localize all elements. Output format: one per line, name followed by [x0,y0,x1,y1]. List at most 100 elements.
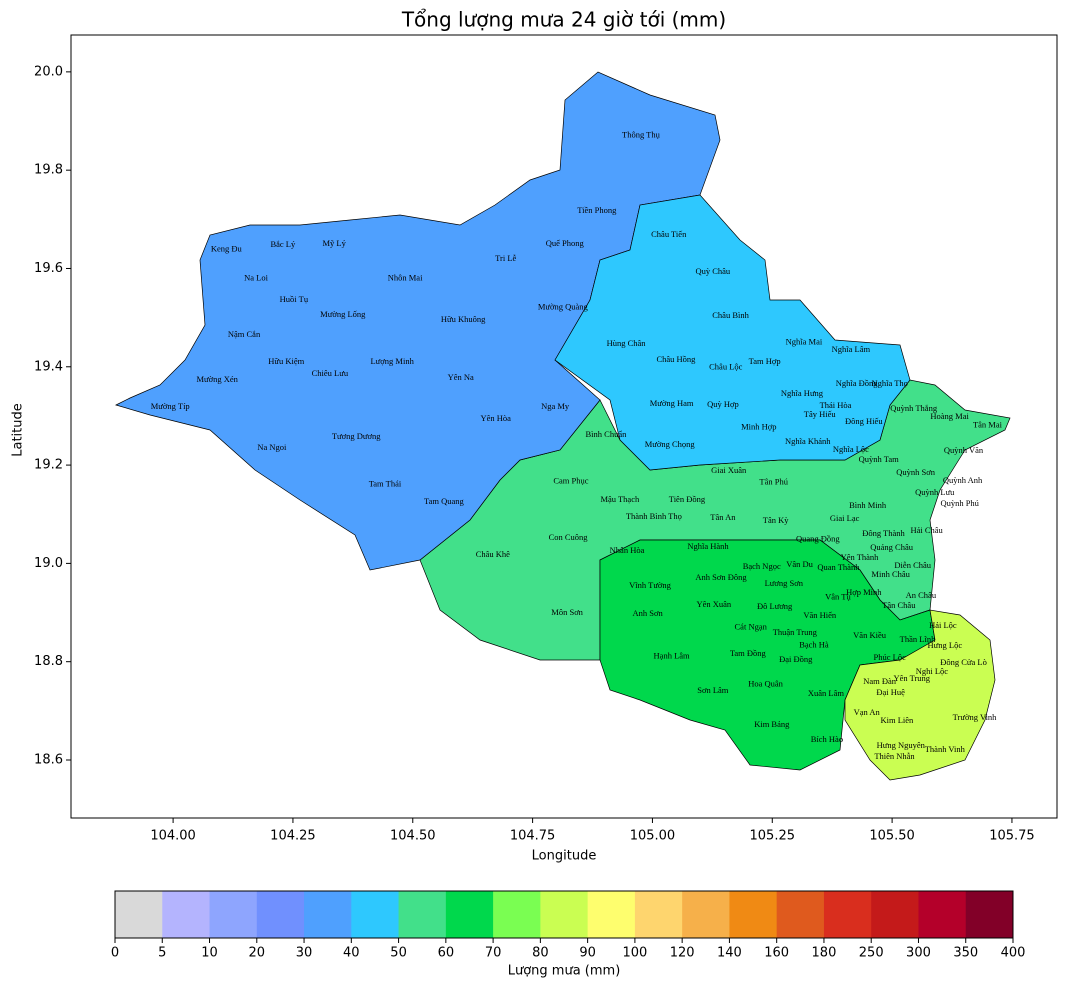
commune-label: Na Loi [244,273,268,283]
commune-label: Hợp Minh [846,587,882,597]
commune-label: Vĩnh Tường [629,580,672,590]
x-tick-label: 105.00 [630,829,676,844]
x-tick-label: 105.25 [750,829,796,844]
commune-label: Thông Thụ [622,130,661,140]
commune-label: Vân Tụ [825,592,851,602]
colorbar-tick-label: 90 [579,946,596,961]
colorbar-cell [871,891,919,938]
colorbar-cell [209,891,258,938]
map-regions [115,71,1011,781]
commune-label: Cát Ngạn [735,622,768,632]
x-tick-label: 104.50 [390,829,436,844]
commune-label: Tam Hợp [749,356,781,366]
colorbar-cell [115,891,163,938]
commune-label: Đại Huệ [876,687,905,697]
commune-label: Huồi Tụ [280,294,309,304]
region [115,71,721,571]
commune-label: Hữu Khuông [441,314,486,324]
commune-label: Quỳnh Sơn [896,467,935,477]
commune-label: Tân Phú [759,477,788,487]
colorbar-cell [398,891,447,938]
colorbar-cell [256,891,305,938]
commune-label: Nghĩa Đồng [836,378,879,388]
commune-label: Yên Xuân [696,599,731,609]
y-tick-label: 19.4 [34,359,63,374]
commune-label: Nhôn Mai [388,273,423,283]
colorbar-cell [729,891,778,938]
commune-label: Bình Minh [849,500,887,510]
colorbar-tick-label: 160 [764,946,789,961]
commune-label: Anh Sơn [633,608,664,618]
commune-label: Diễn Châu [894,560,931,570]
commune-label: Bạch Hà [799,639,829,649]
commune-label: Thành Bình Thọ [626,511,682,521]
commune-label: Minh Hợp [741,422,776,432]
x-tick-label: 104.25 [270,829,316,844]
y-tick-label: 19.8 [34,163,63,178]
commune-label: Quỳnh Phú [940,498,979,508]
x-tick-label: 104.75 [510,829,556,844]
commune-label: Giai Lạc [830,513,860,523]
commune-label: Nghĩa Lộc [833,444,869,454]
colorbar-tick-label: 120 [670,946,695,961]
commune-label: Nghĩa Hành [687,541,729,551]
y-tick-label: 19.2 [34,458,63,473]
commune-label: Quỳnh Anh [943,475,983,485]
commune-label: Kim Bảng [754,719,790,729]
colorbar-tick-label: 30 [296,946,313,961]
commune-label: Nghĩa Hưng [781,388,824,398]
colorbar-tick-label: 300 [906,946,931,961]
commune-label: Nghĩa Thọ [871,378,907,388]
commune-label: Bích Hào [811,734,843,744]
commune-label: Lương Sơn [765,578,804,588]
commune-label: Mường Quàng [538,302,589,312]
colorbar-tick-label: 350 [953,946,978,961]
x-tick-label: 105.50 [869,829,915,844]
commune-label: Con Cuông [549,532,589,542]
colorbar-cell [587,891,636,938]
commune-label: Nam Đàn [863,676,897,686]
colorbar-tick-label: 400 [1001,946,1026,961]
y-tick-label: 20.0 [34,64,63,79]
commune-label: Đông Hiếu [845,416,883,426]
commune-label: Tam Thái [369,479,402,489]
commune-label: An Châu [906,590,937,600]
commune-label: Keng Đu [211,244,243,254]
commune-label: Phúc Lộc [874,652,907,662]
commune-label: Nhân Hòa [610,545,645,555]
colorbar-tick-label: 5 [158,946,166,961]
commune-label: Bình Chuẩn [586,429,628,439]
commune-label: Hải Châu [910,525,943,535]
commune-label: Mường Xén [196,374,238,384]
colorbar-tick-label: 60 [438,946,455,961]
commune-label: Mường Lống [320,309,366,319]
colorbar-cell [351,891,400,938]
commune-label: Trường Vinh [953,712,998,722]
y-tick-label: 18.6 [34,753,63,768]
commune-label: Tiên Đồng [669,494,706,504]
commune-label: Mường Ham [650,398,694,408]
commune-label: Thần Lĩnh [900,634,936,644]
commune-label: Chiêu Lưu [312,368,349,378]
commune-label: Châu Khê [476,549,510,559]
region [554,194,911,471]
commune-label: Na Ngoi [257,442,287,452]
commune-label: Cam Phục [553,476,588,486]
commune-label: Bạch Ngọc [743,561,781,571]
commune-label: Quế Phong [546,238,585,248]
commune-label: Yên Trung [893,673,930,683]
colorbar-tick-label: 20 [249,946,266,961]
commune-label: Yên Na [448,372,474,382]
x-tick-label: 105.75 [989,829,1035,844]
colorbar-tick-label: 70 [485,946,502,961]
commune-label: Thuận Trung [773,627,818,637]
colorbar-tick-label: 40 [343,946,360,961]
commune-label: Minh Châu [871,569,910,579]
commune-label: Châu Lộc [709,362,743,372]
commune-label: Quỳnh Lưu [915,487,955,497]
commune-label: Quỳnh Văn [944,445,984,455]
region [844,609,996,781]
commune-label: Nậm Cắn [228,329,261,339]
commune-label: Mỹ Lý [322,238,346,248]
